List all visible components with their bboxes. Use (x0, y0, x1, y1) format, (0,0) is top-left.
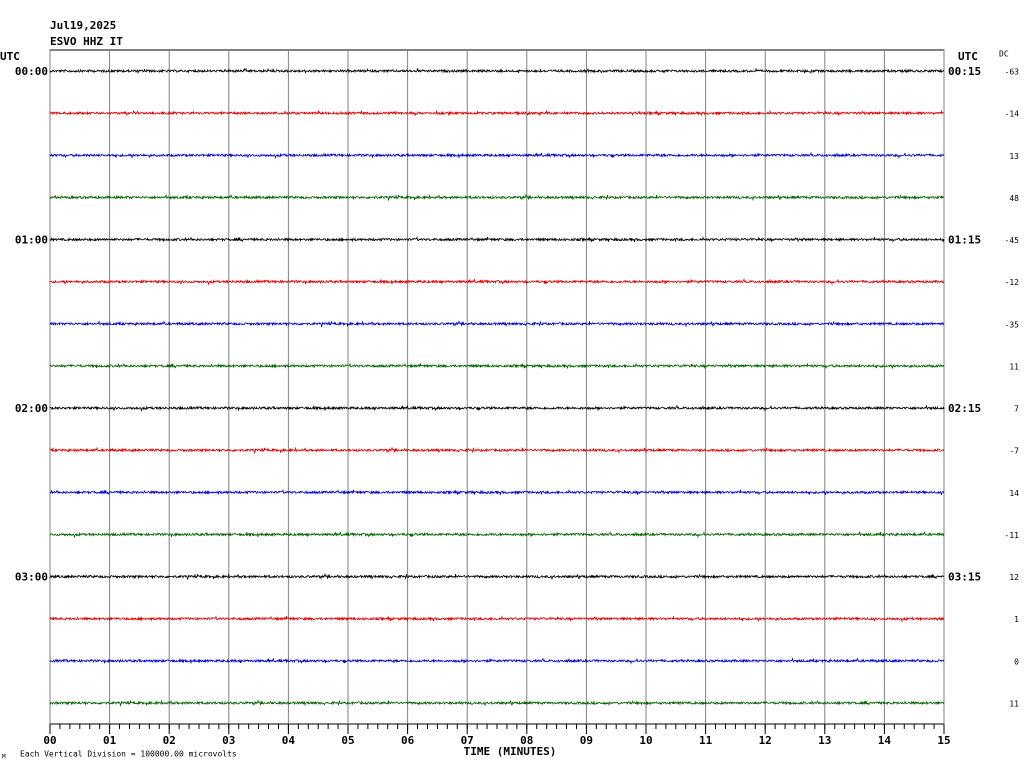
plot-frame (49, 49, 945, 725)
dc-value: -35 (1005, 320, 1020, 329)
dc-value: -11 (1005, 531, 1020, 540)
trace (49, 362, 945, 370)
trace (49, 404, 945, 412)
trace (49, 615, 945, 623)
row-time-right: 03:15 (948, 571, 981, 584)
row-time-left: 02:00 (15, 402, 48, 415)
trace (49, 67, 945, 75)
dc-value: 13 (1009, 152, 1019, 161)
dc-value: 14 (1009, 489, 1019, 498)
dc-label: DC (999, 50, 1009, 59)
x-tick-label: 12 (759, 734, 772, 747)
x-tick-label: 06 (401, 734, 415, 747)
left-axis-label: UTC (0, 50, 20, 63)
x-tick-label: 14 (878, 734, 892, 747)
dc-value: -63 (1005, 68, 1020, 77)
dc-value: 0 (1014, 657, 1019, 666)
corner-mark: M (2, 754, 6, 761)
dc-value: 7 (1014, 405, 1019, 414)
x-axis-label: TIME (MINUTES) (464, 745, 557, 758)
row-time-right: 00:15 (948, 65, 981, 78)
dc-value: 11 (1009, 700, 1019, 709)
dc-value: 48 (1009, 194, 1019, 203)
row-time-right: 01:15 (948, 234, 981, 247)
dc-value: -7 (1009, 447, 1019, 456)
trace (49, 109, 945, 117)
trace (49, 151, 945, 160)
dc-value: -12 (1005, 278, 1020, 287)
trace (49, 320, 945, 328)
trace (49, 657, 945, 665)
trace (49, 573, 945, 581)
trace (49, 193, 945, 202)
x-tick-label: 09 (580, 734, 593, 747)
x-tick-label: 15 (937, 734, 950, 747)
trace (49, 530, 945, 539)
row-time-left: 01:00 (15, 234, 48, 247)
trace (49, 699, 945, 708)
x-tick-label: 01 (103, 734, 117, 747)
trace (49, 278, 945, 286)
x-tick-label: 03 (222, 734, 235, 747)
x-tick-label: 11 (699, 734, 713, 747)
trace (49, 235, 945, 243)
right-axis-label: UTC (958, 50, 978, 63)
row-time-left: 00:00 (15, 65, 48, 78)
dc-value: 11 (1009, 362, 1019, 371)
trace (49, 488, 945, 496)
trace (49, 446, 945, 455)
x-tick-label: 10 (639, 734, 652, 747)
dc-value: -14 (1005, 110, 1020, 119)
row-time-right: 02:15 (948, 402, 981, 415)
x-tick-label: 00 (43, 734, 56, 747)
x-tick-label: 07 (461, 734, 474, 747)
chart-title: Jul19,2025 (50, 19, 116, 32)
x-tick-label: 08 (520, 734, 533, 747)
dc-value: 1 (1014, 615, 1019, 624)
x-tick-label: 02 (163, 734, 176, 747)
x-tick-label: 04 (282, 734, 296, 747)
dc-value: 12 (1009, 573, 1019, 582)
x-tick-label: 05 (341, 734, 354, 747)
footnote: Each Vertical Division = 100000.00 micro… (20, 750, 237, 759)
x-tick-label: 13 (818, 734, 831, 747)
station: ESVO HHZ IT (50, 35, 123, 48)
row-time-left: 03:00 (15, 571, 48, 584)
dc-value: -45 (1005, 236, 1020, 245)
